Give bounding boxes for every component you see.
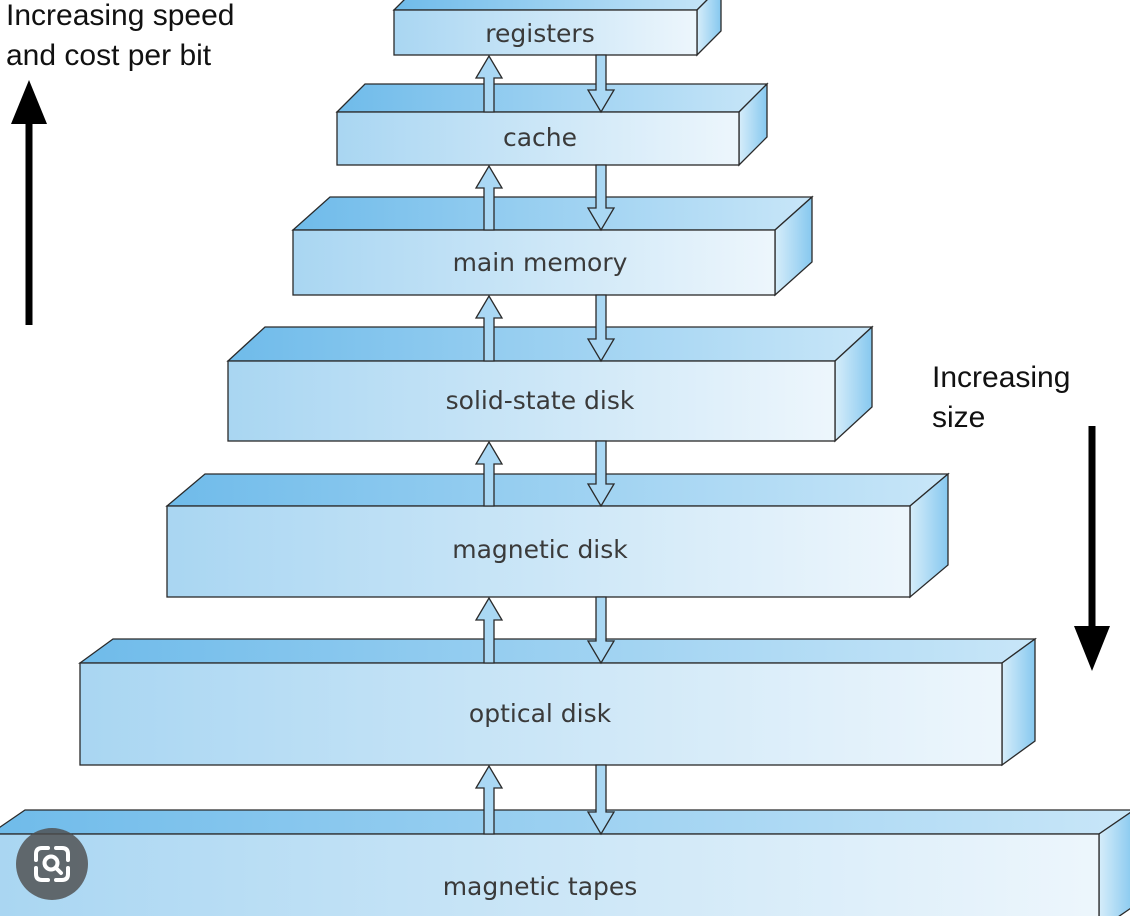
tier-block: main memory	[291, 195, 814, 297]
tier-front-face	[0, 833, 1100, 916]
transfer-arrow-pair	[474, 764, 616, 836]
transfer-arrows	[474, 54, 616, 836]
size-annotation-line2: size	[932, 401, 986, 434]
tier-front-face	[166, 505, 911, 598]
up-arrow-icon	[474, 596, 504, 664]
tier-top-face	[291, 196, 814, 231]
transfer-arrow-pair	[474, 164, 616, 232]
tier-block: registers	[392, 0, 722, 57]
transfer-arrow-pair	[474, 294, 616, 363]
transfer-arrow-pair	[474, 440, 616, 508]
tier-label: solid-state disk	[446, 386, 635, 415]
down-arrow-icon	[586, 764, 616, 836]
tier-top-face	[392, 0, 708, 11]
visual-search-button[interactable]	[16, 828, 88, 900]
down-arrow-icon	[586, 440, 616, 508]
tier-block: magnetic disk	[165, 472, 950, 599]
tier-block: optical disk	[78, 637, 1037, 767]
transfer-arrow-pair	[474, 54, 616, 114]
tier-side-face	[696, 0, 722, 57]
visual-search-icon	[34, 846, 70, 882]
tier-front-face	[79, 662, 1003, 766]
size-direction-arrow	[1074, 426, 1110, 671]
transfer-arrow-pair	[474, 596, 616, 665]
tier-label: cache	[503, 123, 577, 152]
down-arrow-icon	[586, 54, 616, 114]
tier-block: cache	[335, 82, 769, 167]
tier-block: solid-state disk	[226, 325, 874, 443]
tier-front-face	[292, 229, 776, 296]
up-arrow-icon	[474, 764, 504, 835]
speed-cost-annotation: Increasing speed and cost per bit	[6, 0, 235, 76]
up-arrow-icon	[474, 54, 504, 113]
tier-top-face	[78, 638, 1037, 664]
up-arrow-icon	[474, 294, 504, 362]
tier-front-face	[227, 360, 836, 442]
speed-direction-arrow	[11, 80, 47, 325]
tier-top-face	[165, 473, 950, 507]
tier-top-face	[226, 326, 874, 362]
size-annotation: Increasing size	[932, 358, 1070, 438]
tier-top-face	[0, 809, 1130, 835]
tier-label: main memory	[453, 248, 628, 277]
up-arrow-icon	[474, 440, 504, 507]
tier-front-face	[393, 9, 698, 56]
speed-annotation-line1: Increasing speed	[6, 0, 235, 32]
tier-label: registers	[485, 19, 594, 48]
speed-annotation-line2: and cost per bit	[6, 39, 212, 72]
tier-label: optical disk	[469, 699, 612, 728]
tier-top-face	[335, 83, 769, 113]
up-arrow-icon	[474, 164, 504, 231]
down-arrow-icon	[586, 596, 616, 665]
tier-block: magnetic tapes	[0, 809, 1130, 916]
down-arrow-icon	[586, 294, 616, 363]
tier-front-face	[336, 111, 740, 166]
tier-label: magnetic tapes	[443, 872, 638, 901]
down-arrow-icon	[586, 164, 616, 232]
tier-label: magnetic disk	[452, 535, 628, 564]
size-annotation-line1: Increasing	[932, 361, 1071, 394]
